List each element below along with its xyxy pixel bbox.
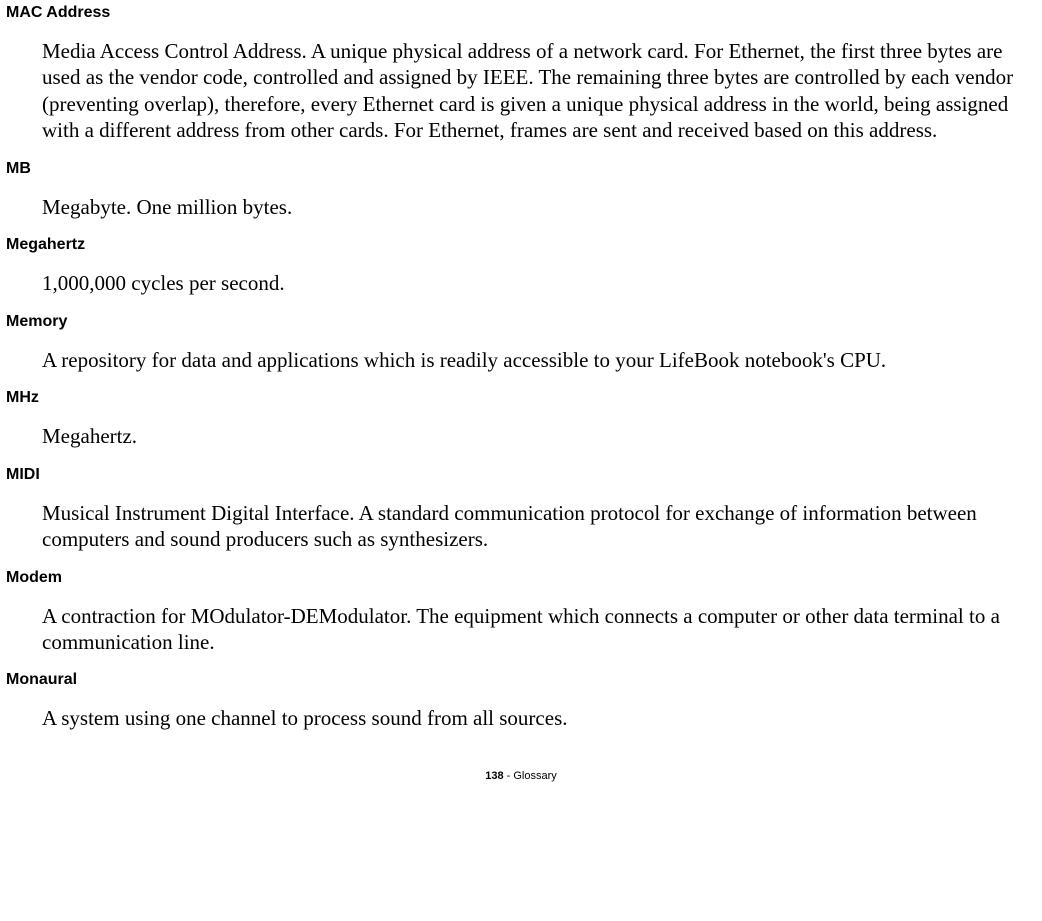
definition-monaural: A system using one channel to process so… <box>42 705 1030 731</box>
footer-section: Glossary <box>513 770 556 782</box>
term-memory: Memory <box>6 313 1036 331</box>
term-mhz: MHz <box>6 389 1036 407</box>
term-megahertz: Megahertz <box>6 236 1036 254</box>
page-number: 138 <box>485 770 503 782</box>
term-midi: MIDI <box>6 466 1036 484</box>
definition-modem: A contraction for MOdulator-DEModulator.… <box>42 603 1030 656</box>
page-footer: 138 - Glossary <box>6 770 1036 782</box>
definition-mhz: Megahertz. <box>42 423 1030 449</box>
term-modem: Modem <box>6 569 1036 587</box>
term-mb: MB <box>6 160 1036 178</box>
definition-memory: A repository for data and applications w… <box>42 347 1030 373</box>
definition-megahertz: 1,000,000 cycles per second. <box>42 270 1030 296</box>
definition-mac-address: Media Access Control Address. A unique p… <box>42 38 1030 144</box>
term-monaural: Monaural <box>6 671 1036 689</box>
footer-separator: - <box>504 770 514 782</box>
glossary-content: MAC Address Media Access Control Address… <box>6 4 1036 732</box>
term-mac-address: MAC Address <box>6 4 1036 22</box>
definition-mb: Megabyte. One million bytes. <box>42 194 1030 220</box>
definition-midi: Musical Instrument Digital Interface. A … <box>42 500 1030 553</box>
